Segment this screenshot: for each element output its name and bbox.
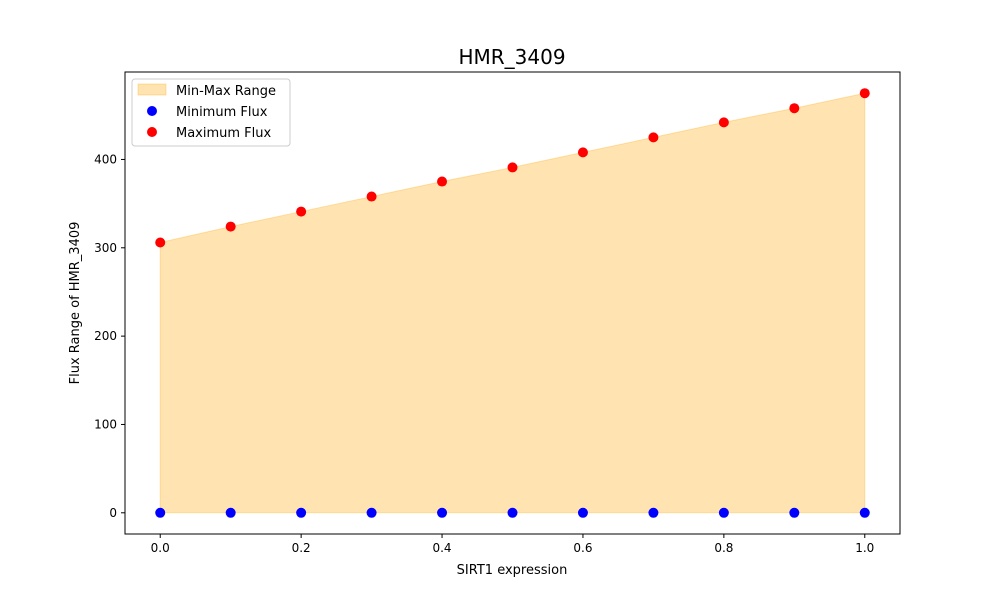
y-tick-label: 100 xyxy=(94,417,117,431)
maximum-flux-point xyxy=(718,117,729,128)
maximum-flux-point xyxy=(577,147,588,158)
maximum-flux-point xyxy=(296,206,307,217)
x-tick-label: 0.2 xyxy=(292,541,311,555)
legend-marker-maximum-flux xyxy=(147,127,157,137)
y-axis-label: Flux Range of HMR_3409 xyxy=(68,222,83,385)
x-tick-label: 0.4 xyxy=(432,541,451,555)
minimum-flux-point xyxy=(718,507,729,518)
x-tick-label: 0.6 xyxy=(573,541,592,555)
legend-label-minimum-flux: Minimum Flux xyxy=(176,105,268,120)
minimum-flux-point xyxy=(577,507,588,518)
maximum-flux-point xyxy=(507,162,518,173)
y-tick-label: 0 xyxy=(109,506,117,520)
legend-swatch-min-max-range xyxy=(137,83,167,96)
minimum-flux-point xyxy=(296,507,307,518)
maximum-flux-point xyxy=(648,132,659,143)
x-tick-label: 0.8 xyxy=(714,541,733,555)
maximum-flux-point xyxy=(225,221,236,232)
y-tick-label: 400 xyxy=(94,152,117,166)
minimum-flux-point xyxy=(225,507,236,518)
maximum-flux-point xyxy=(437,176,448,187)
maximum-flux-point xyxy=(859,88,870,99)
legend-label-maximum-flux: Maximum Flux xyxy=(176,126,272,141)
y-tick-label: 300 xyxy=(94,241,117,255)
minimum-flux-point xyxy=(437,507,448,518)
x-tick-label: 0.0 xyxy=(151,541,170,555)
maximum-flux-point xyxy=(155,237,166,248)
minimum-flux-point xyxy=(648,507,659,518)
minimum-flux-point xyxy=(366,507,377,518)
x-tick-label: 1.0 xyxy=(855,541,874,555)
minimum-flux-point xyxy=(789,507,800,518)
y-axis-ticks: 0 100 200 300 400 xyxy=(94,152,125,520)
legend-label-min-max-range: Min-Max Range xyxy=(176,84,276,99)
plot-area xyxy=(155,88,870,518)
x-axis-ticks: 0.0 0.2 0.4 0.6 0.8 1.0 xyxy=(151,534,874,555)
legend: Min-Max Range Minimum Flux Maximum Flux xyxy=(131,78,291,147)
minimum-flux-point xyxy=(859,507,870,518)
minimum-flux-point xyxy=(507,507,518,518)
minimum-flux-point xyxy=(155,507,166,518)
y-tick-label: 200 xyxy=(94,329,117,343)
legend-frame xyxy=(131,78,291,147)
chart-title: HMR_3409 xyxy=(458,45,565,69)
maximum-flux-point xyxy=(789,103,800,114)
maximum-flux-point xyxy=(366,191,377,202)
axes-frame xyxy=(124,71,901,535)
x-axis-label: SIRT1 expression xyxy=(457,563,568,578)
legend-marker-minimum-flux xyxy=(147,106,157,116)
